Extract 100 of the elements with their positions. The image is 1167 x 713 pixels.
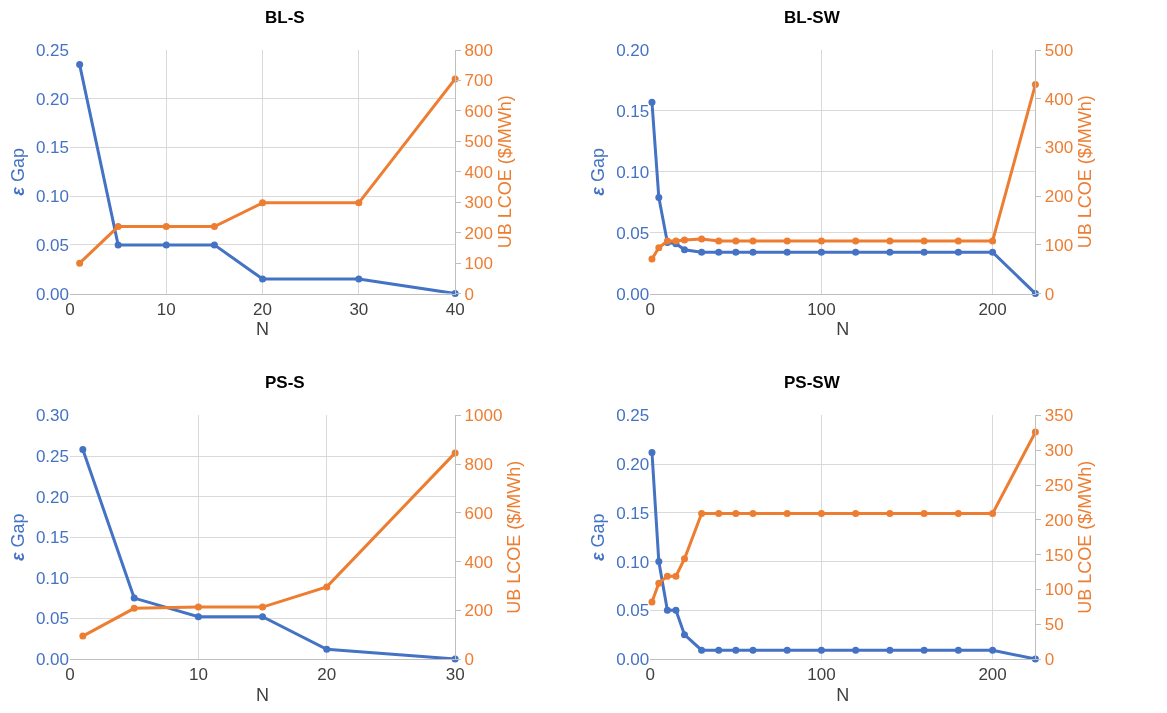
point (886, 646, 894, 654)
point (715, 237, 723, 245)
y2-tick-label: 200 (464, 223, 493, 243)
y-tick-label: 0.10 (616, 552, 650, 572)
y2-tick-label: 200 (464, 601, 493, 621)
y2-tick-label: 100 (464, 254, 493, 274)
y2-axis-title: UB LCOE ($/MWh) (1075, 460, 1096, 614)
point (663, 572, 671, 580)
point (355, 199, 363, 207)
point (817, 510, 825, 518)
y-tick-label: 0.05 (35, 609, 69, 629)
point (698, 646, 706, 654)
y2-tick-label: 100 (1044, 580, 1074, 600)
point (655, 579, 663, 587)
y2-tick-label: 250 (1044, 475, 1074, 495)
point (732, 646, 740, 654)
x-tick-label: 30 (445, 665, 465, 685)
y2-tick-label: 700 (464, 71, 493, 91)
point (920, 510, 928, 518)
y2-tick-label: 0 (464, 284, 474, 304)
y2-tick-label: 50 (1044, 615, 1064, 635)
y-axis-title: ε Gap (588, 147, 609, 196)
x-tick-label: 10 (188, 665, 208, 685)
y2-tick-label: 300 (464, 193, 493, 213)
y2-axis-title: UB LCOE ($/MWh) (504, 460, 525, 614)
point (732, 248, 740, 256)
point (162, 241, 170, 249)
point (259, 275, 267, 283)
y2-tick-label: 300 (1044, 138, 1074, 158)
x-axis-title: N (836, 319, 850, 340)
x-tick-label: 20 (317, 665, 337, 685)
x-tick-label: 100 (807, 665, 836, 685)
point (355, 275, 363, 283)
y2-tick-label: 150 (1044, 545, 1074, 565)
y2-axis-title: UB LCOE ($/MWh) (495, 95, 515, 249)
point (817, 237, 825, 245)
point (852, 237, 860, 245)
point (817, 646, 825, 654)
point (130, 604, 138, 612)
point (648, 598, 656, 606)
point (648, 98, 656, 106)
x-axis-title: N (256, 684, 270, 705)
y-tick-label: 0.20 (616, 40, 650, 60)
point (79, 446, 87, 453)
point (920, 248, 928, 256)
point (989, 646, 997, 654)
y2-tick-label: 100 (1044, 235, 1074, 255)
y2-tick-label: 200 (1044, 510, 1074, 530)
chart-title: PS-SW (784, 373, 841, 392)
point (817, 248, 825, 256)
point (323, 583, 331, 591)
point (886, 248, 894, 256)
y2-tick-label: 0 (1044, 284, 1055, 304)
point (783, 646, 791, 654)
x-axis-title: N (836, 684, 850, 705)
y2-tick-label: 500 (464, 132, 493, 152)
point (114, 241, 122, 249)
x-tick-label: 40 (445, 300, 465, 319)
point (749, 510, 757, 518)
y-tick-label: 0.15 (616, 101, 650, 121)
y2-tick-label: 500 (1044, 40, 1074, 60)
point (680, 631, 688, 639)
x-tick-label: 30 (349, 300, 369, 319)
point (672, 606, 680, 614)
y2-tick-label: 600 (464, 503, 493, 523)
point (114, 223, 122, 231)
chart-title: BL-S (265, 8, 305, 27)
x-tick-label: 200 (978, 665, 1007, 685)
point (663, 606, 671, 614)
point (162, 223, 170, 231)
point (210, 241, 218, 249)
y-tick-label: 0.10 (616, 162, 650, 182)
point (783, 237, 791, 245)
point (749, 237, 757, 245)
point (76, 259, 84, 267)
point (698, 248, 706, 256)
y2-tick-label: 400 (464, 552, 493, 572)
point (323, 645, 331, 653)
point (680, 236, 688, 244)
point (655, 244, 663, 252)
point (194, 613, 202, 621)
point (698, 235, 706, 243)
x-tick-label: 10 (156, 300, 176, 319)
point (655, 558, 663, 566)
point (852, 510, 860, 518)
point (680, 246, 688, 254)
y2-tick-label: 400 (464, 162, 493, 182)
point (715, 646, 723, 654)
y-tick-label: 0.05 (35, 235, 69, 255)
point (680, 555, 688, 563)
point (783, 510, 791, 518)
y2-axis-title: UB LCOE ($/MWh) (1075, 95, 1096, 249)
point (954, 237, 962, 245)
x-tick-label: 200 (978, 300, 1007, 319)
y2-tick-label: 300 (1044, 441, 1074, 461)
point (749, 248, 757, 256)
y-tick-label: 0.10 (35, 187, 69, 207)
y-tick-label: 0.10 (35, 568, 69, 588)
point (259, 603, 267, 611)
point (749, 646, 757, 654)
